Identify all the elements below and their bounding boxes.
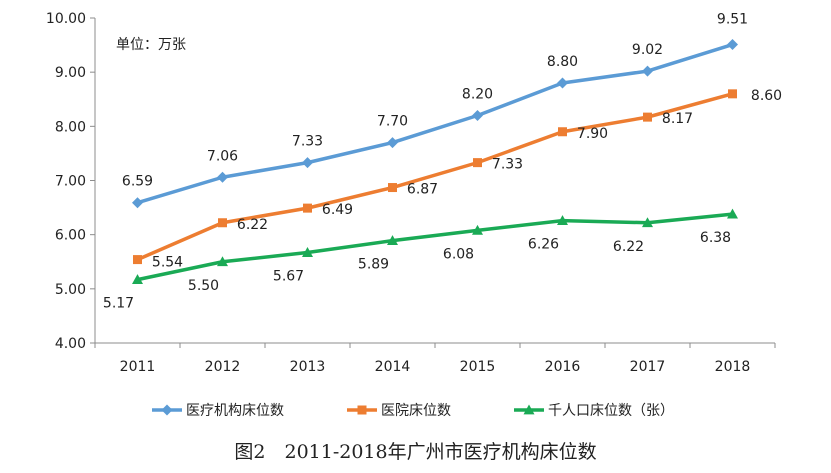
data-point bbox=[387, 235, 398, 246]
data-point bbox=[558, 127, 567, 137]
data-point bbox=[302, 157, 313, 169]
data-point bbox=[217, 171, 228, 183]
legend-marker bbox=[161, 404, 173, 416]
data-point bbox=[472, 224, 483, 235]
legend-item: 医疗机构床位数 bbox=[152, 403, 284, 419]
legend: 医疗机构床位数 医院床位数 千人口床位数（张） bbox=[152, 403, 674, 419]
axes: 4.00 5.00 6.00 7.00 8.00 9.00 10.00 2011 2012 201… bbox=[46, 11, 776, 375]
data-label: 6.26 bbox=[528, 237, 559, 253]
data-point bbox=[133, 255, 142, 265]
series-medical-institution-beds bbox=[132, 39, 738, 209]
y-tick-label: 4.00 bbox=[55, 336, 86, 352]
legend-label: 医院床位数 bbox=[381, 403, 451, 419]
series-beds-per-thousand bbox=[132, 208, 738, 285]
data-point bbox=[557, 77, 568, 89]
data-label: 6.22 bbox=[613, 239, 644, 255]
data-point bbox=[727, 39, 738, 51]
legend-item: 医院床位数 bbox=[347, 403, 451, 419]
legend-label: 千人口床位数（张） bbox=[548, 403, 674, 419]
data-label: 7.70 bbox=[377, 114, 408, 130]
x-tick-label: 2012 bbox=[205, 359, 241, 375]
data-label: 6.08 bbox=[443, 246, 474, 262]
data-point bbox=[472, 110, 483, 121]
x-tick-label: 2017 bbox=[630, 359, 666, 375]
data-label: 7.33 bbox=[292, 134, 323, 150]
data-point bbox=[217, 256, 228, 267]
data-label: 9.02 bbox=[632, 42, 663, 58]
y-tick-label: 6.00 bbox=[55, 228, 86, 244]
data-point bbox=[642, 217, 653, 228]
series-line bbox=[137, 212, 733, 282]
series-layer bbox=[132, 39, 738, 285]
x-tick-label: 2011 bbox=[120, 359, 156, 375]
data-point bbox=[388, 183, 397, 193]
series-hospital-beds bbox=[133, 89, 737, 265]
data-point bbox=[303, 203, 312, 213]
data-label: 5.67 bbox=[273, 269, 304, 285]
data-labels: 6.59 7.06 7.33 7.70 8.20 8.80 9.02 9.51 5.54 6.22… bbox=[103, 12, 782, 312]
y-tick-label: 10.00 bbox=[46, 11, 86, 27]
data-label: 5.54 bbox=[152, 255, 183, 271]
data-point bbox=[302, 247, 313, 257]
data-label: 5.50 bbox=[188, 278, 219, 294]
data-point bbox=[727, 208, 738, 219]
series-line bbox=[136, 42, 734, 205]
y-tick-label: 7.00 bbox=[55, 174, 86, 190]
data-label: 7.33 bbox=[492, 157, 523, 173]
unit-label: 单位：万张 bbox=[116, 37, 186, 53]
x-tick-label: 2014 bbox=[375, 359, 411, 375]
data-label: 8.60 bbox=[751, 88, 782, 104]
data-label: 6.22 bbox=[237, 217, 268, 233]
data-point bbox=[728, 89, 737, 99]
data-label: 8.80 bbox=[547, 54, 578, 70]
data-point bbox=[557, 215, 568, 225]
data-label: 6.49 bbox=[322, 202, 353, 218]
data-label: 6.38 bbox=[700, 230, 731, 246]
data-label: 8.17 bbox=[662, 111, 693, 127]
data-point bbox=[132, 197, 143, 209]
data-label: 6.87 bbox=[407, 182, 438, 198]
legend-marker bbox=[523, 404, 535, 415]
line-chart: 单位：万张 4.00 5.00 6.00 7.00 8.00 9.00 10.00 2011 2… bbox=[46, 11, 782, 419]
x-tick-label: 2016 bbox=[545, 359, 581, 375]
y-tick-label: 9.00 bbox=[55, 65, 86, 81]
legend-item: 千人口床位数（张） bbox=[514, 403, 674, 419]
data-point bbox=[473, 158, 482, 168]
data-label: 5.17 bbox=[103, 296, 134, 312]
data-label: 9.51 bbox=[717, 12, 748, 28]
data-point bbox=[642, 65, 653, 77]
data-label: 5.89 bbox=[358, 257, 389, 273]
data-label: 6.59 bbox=[122, 174, 153, 190]
legend-marker bbox=[357, 405, 367, 415]
data-label: 7.90 bbox=[577, 126, 608, 142]
data-point bbox=[387, 137, 398, 149]
data-point bbox=[132, 274, 143, 285]
data-point bbox=[218, 218, 227, 228]
x-tick-label: 2015 bbox=[460, 359, 496, 375]
x-tick-label: 2018 bbox=[715, 359, 751, 375]
y-tick-label: 5.00 bbox=[55, 282, 86, 298]
series-line bbox=[136, 92, 733, 262]
data-label: 7.06 bbox=[207, 148, 238, 164]
data-point bbox=[643, 112, 652, 122]
data-label: 8.20 bbox=[462, 87, 493, 103]
y-tick-label: 8.00 bbox=[55, 119, 86, 135]
legend-label: 医疗机构床位数 bbox=[186, 403, 284, 419]
x-tick-label: 2013 bbox=[290, 359, 326, 375]
figure-caption: 图2 2011-2018年广州市医疗机构床位数 bbox=[234, 441, 597, 463]
